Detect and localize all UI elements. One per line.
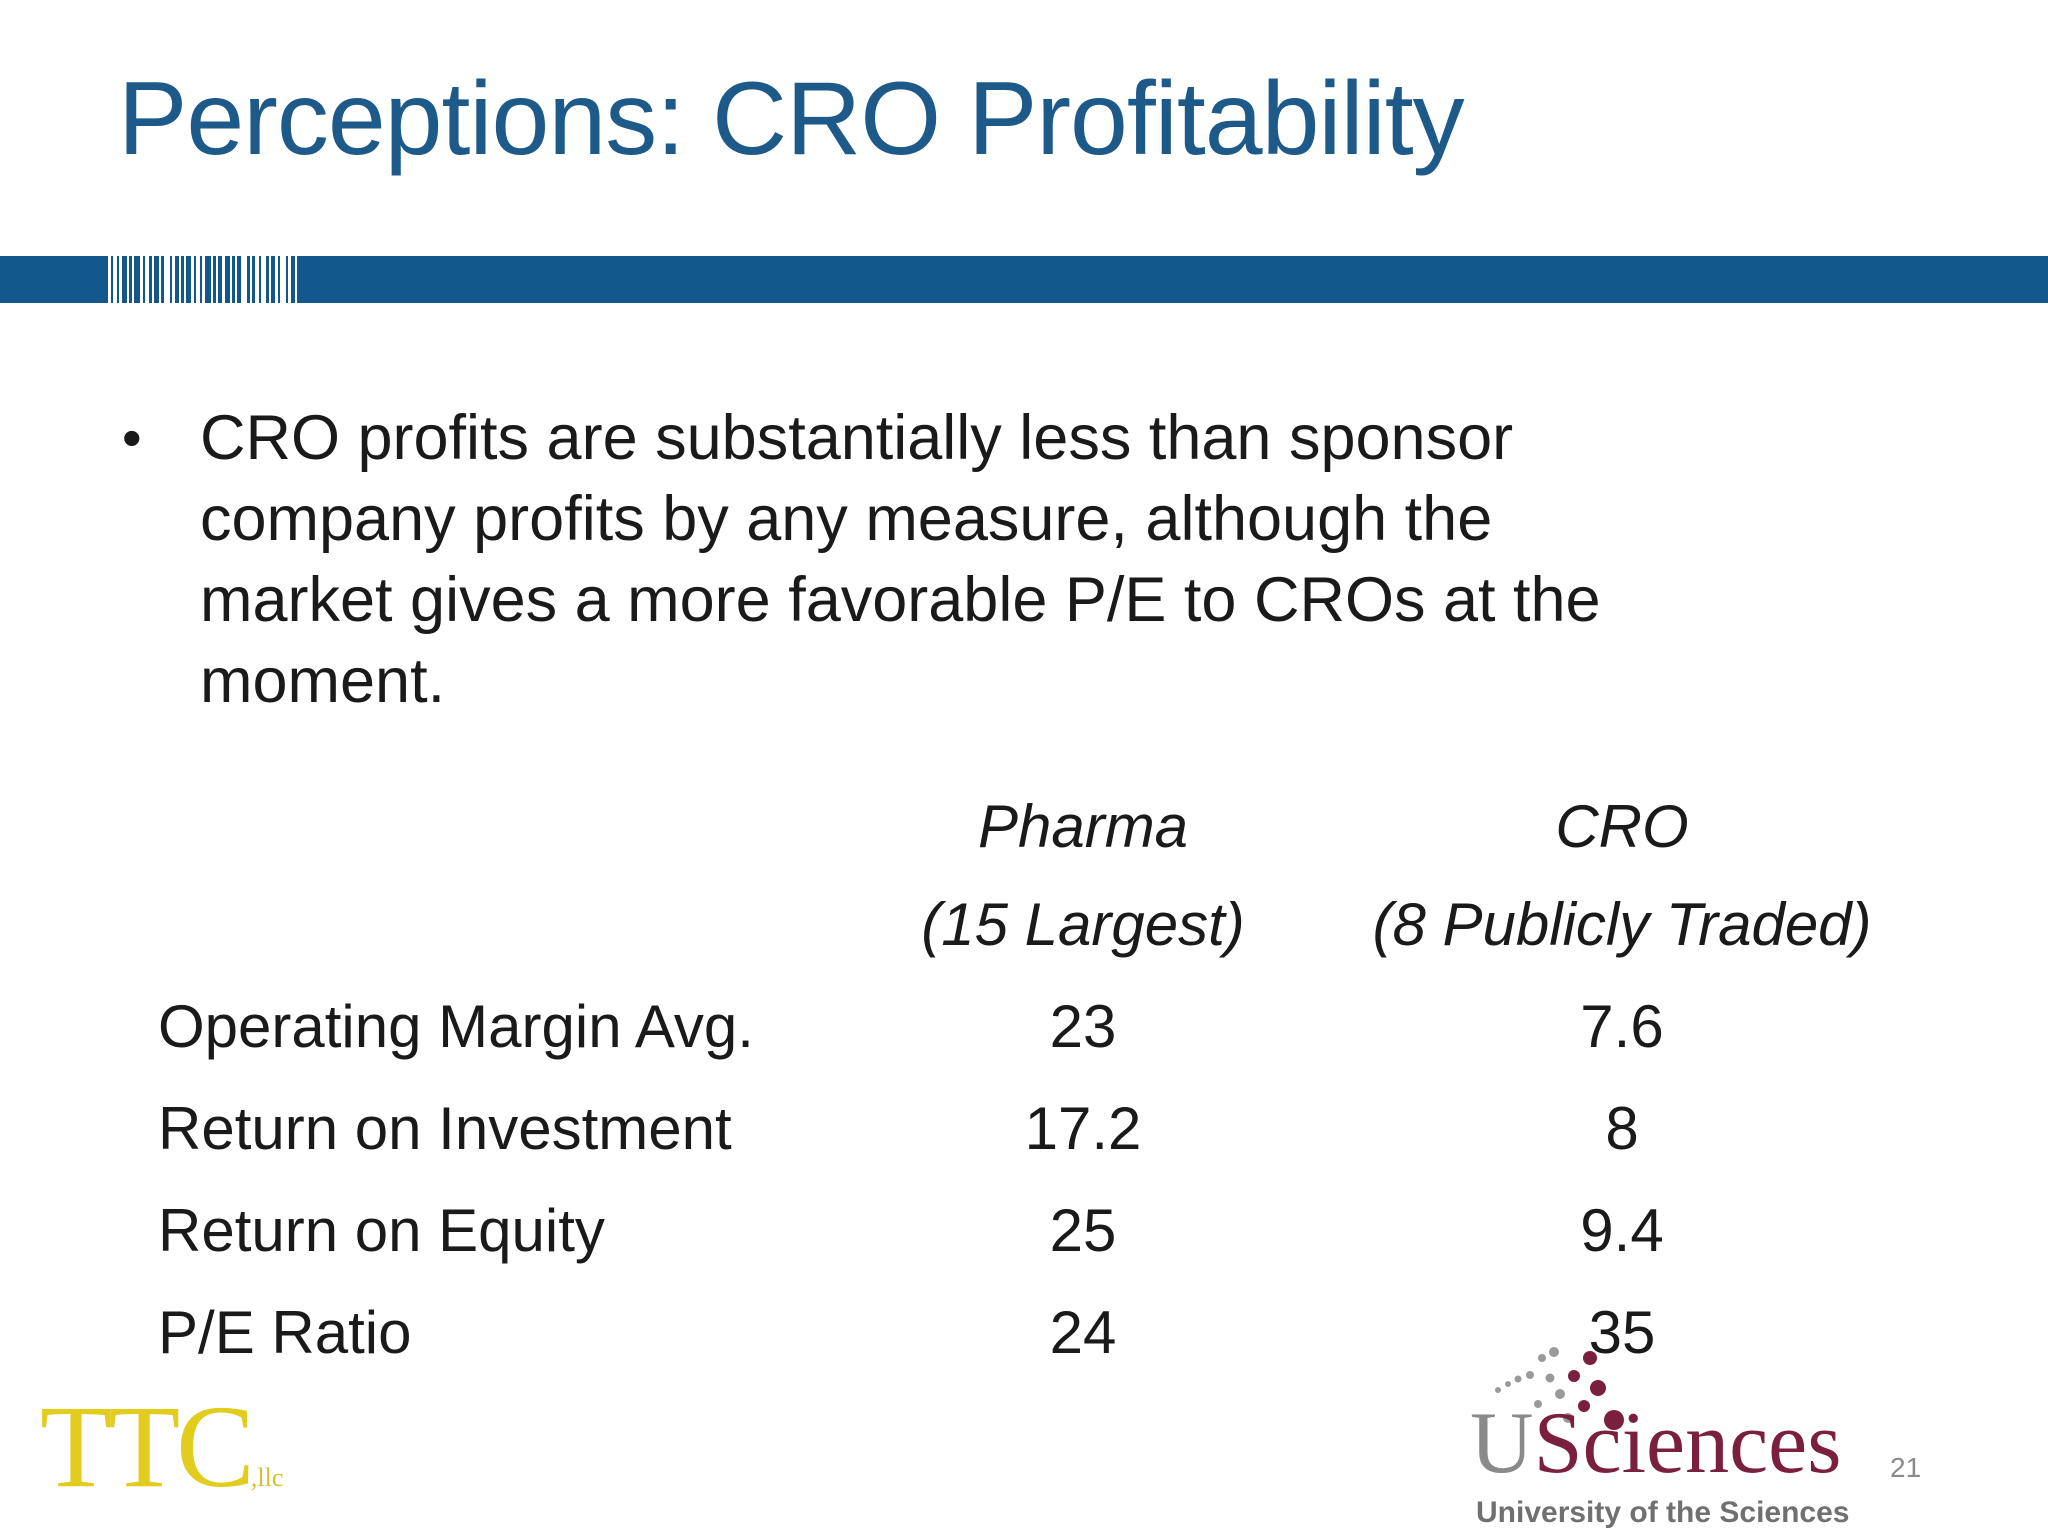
usciences-subtitle: University of the Sciences [1476, 1496, 1850, 1529]
barcode-stripe [119, 256, 122, 303]
barcode-stripe [235, 256, 237, 303]
barcode-stripe [108, 256, 111, 303]
barcode-stripe [152, 256, 154, 303]
barcode-stripe [179, 256, 181, 303]
header-band [0, 256, 2048, 303]
barcode-stripe [216, 256, 218, 303]
barcode-stripe [222, 256, 225, 303]
barcode-stripe [241, 256, 247, 303]
cell-cro: 8 [1605, 1095, 1639, 1162]
barcode-stripe [275, 256, 278, 303]
bullet-icon: • [122, 406, 142, 469]
barcode-decoration [108, 256, 446, 303]
cell-cro: 9.4 [1580, 1197, 1664, 1264]
barcode-stripe [196, 256, 200, 303]
barcode-stripe [113, 256, 117, 303]
column-subheader-pharma: (15 Largest) [921, 891, 1245, 958]
barcode-stripe [280, 256, 286, 303]
cell-pharma: 24 [1049, 1299, 1117, 1366]
bullet-text: CRO profits are substantially less than … [200, 403, 1601, 716]
barcode-stripe [127, 256, 129, 303]
page-number: 21 [1890, 1452, 1922, 1483]
barcode-stripe [159, 256, 161, 303]
ttc-logo-suffix: ,llc [250, 1463, 284, 1492]
barcode-stripe [255, 256, 259, 303]
cell-pharma: 17.2 [1024, 1095, 1142, 1162]
barcode-stripe [230, 256, 232, 303]
row-label: Return on Investment [158, 1095, 732, 1162]
column-header-cro: CRO [1555, 793, 1689, 860]
barcode-stripe [132, 256, 134, 303]
row-label: Return on Equity [158, 1197, 605, 1264]
barcode-stripe [250, 256, 252, 303]
barcode-stripe [288, 256, 291, 303]
column-header-pharma: Pharma [977, 793, 1189, 860]
barcode-stripe [191, 256, 194, 303]
column-subheader-cro: (8 Publicly Traded) [1372, 891, 1872, 958]
barcode-stripe [184, 256, 186, 303]
barcode-stripe [172, 256, 175, 303]
barcode-stripe [145, 256, 149, 303]
barcode-stripe [261, 256, 266, 303]
cell-pharma: 25 [1049, 1197, 1117, 1264]
usciences-logo: USciences [1470, 1400, 1841, 1488]
cell-cro: 35 [1588, 1299, 1656, 1366]
row-label: Operating Margin Avg. [158, 993, 754, 1060]
barcode-stripe [295, 256, 297, 303]
usciences-dots-icon [1495, 1347, 1624, 1430]
cell-cro: 7.6 [1580, 993, 1664, 1060]
ttc-logo-text: TTC [40, 1381, 255, 1512]
barcode-stripe [164, 256, 170, 303]
barcode-stripe [211, 256, 213, 303]
ttc-logo: TTC,llc [40, 1388, 283, 1506]
usciences-logo-u: U [1470, 1395, 1534, 1492]
usciences-logo-rest: Sciences [1533, 1395, 1842, 1492]
barcode-stripe [297, 256, 300, 303]
barcode-stripe [140, 256, 143, 303]
cell-pharma: 23 [1049, 993, 1117, 1060]
barcode-stripe [269, 256, 271, 303]
barcode-stripe [202, 256, 205, 303]
row-label: P/E Ratio [158, 1299, 412, 1366]
slide-title: Perceptions: CRO Profitability [118, 61, 1465, 177]
